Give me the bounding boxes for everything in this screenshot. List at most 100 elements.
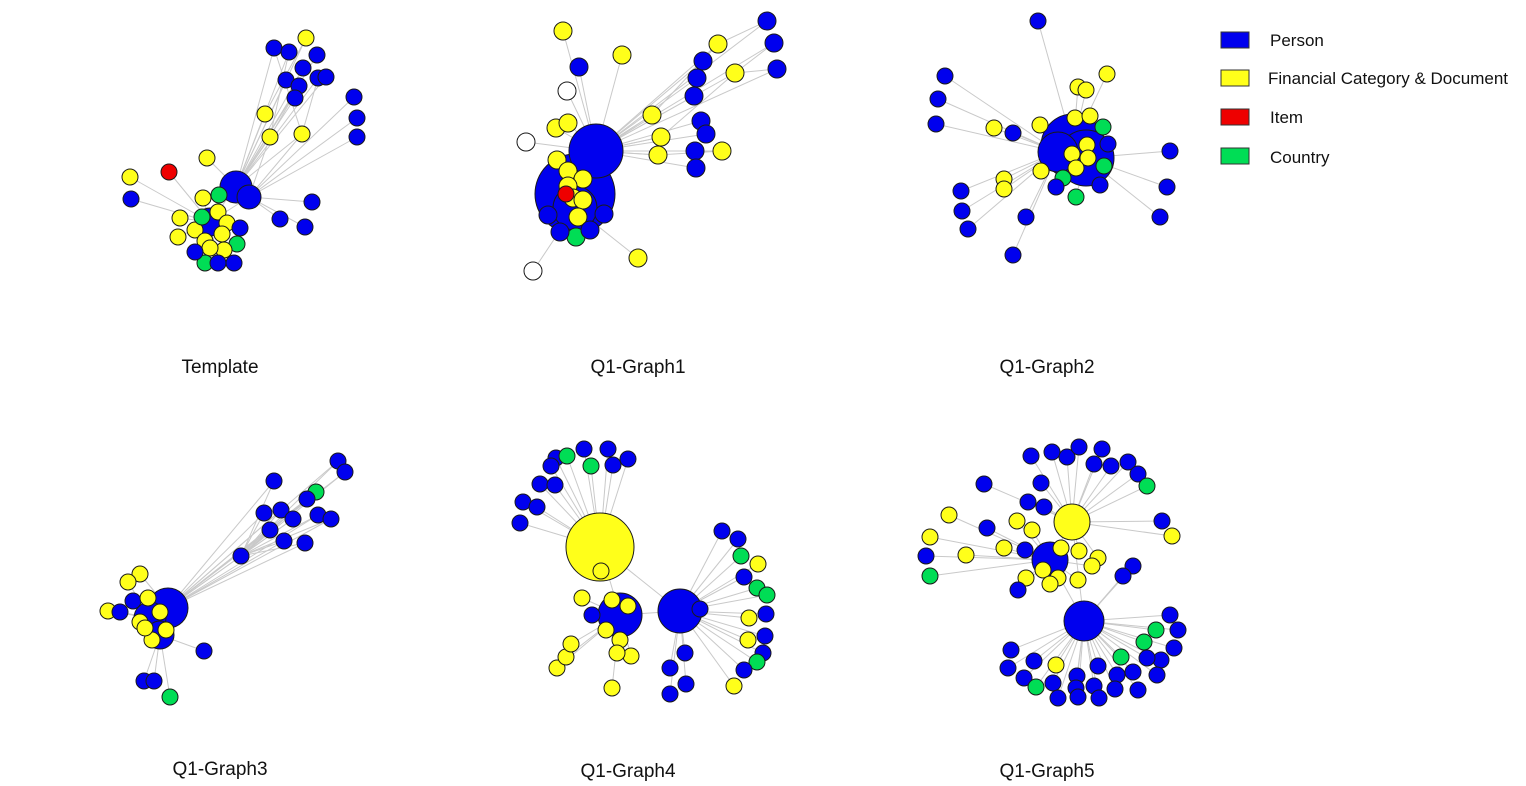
node-financial — [1098, 65, 1116, 83]
node-person — [294, 59, 312, 77]
graph-edge — [248, 117, 358, 198]
node-person — [195, 642, 213, 660]
graph-edge — [167, 480, 275, 609]
node-country — [210, 186, 228, 204]
legend-label-person: Person — [1270, 31, 1324, 50]
node-person — [322, 510, 340, 528]
node-financial — [1070, 542, 1088, 560]
node-person — [917, 547, 935, 565]
node-financial — [1023, 521, 1041, 539]
node-person — [1161, 142, 1179, 160]
node-financial — [1047, 656, 1065, 674]
node-unlabeled — [557, 81, 577, 101]
graph-q1-graph2-nodes — [927, 12, 1179, 264]
node-financial — [1079, 149, 1097, 167]
node-person — [1029, 12, 1047, 30]
node-financial — [708, 34, 728, 54]
node-person — [336, 463, 354, 481]
graph-edge — [248, 133, 303, 198]
node-person — [124, 592, 142, 610]
node-financial — [136, 619, 154, 637]
node-country — [582, 457, 600, 475]
node-person — [1043, 443, 1061, 461]
node-person — [1090, 689, 1108, 707]
node-financial — [1017, 569, 1035, 587]
node-person — [677, 675, 695, 693]
node-person — [255, 504, 273, 522]
legend-swatch-financial — [1220, 69, 1250, 87]
node-person — [317, 68, 335, 86]
graph-q1-graph4 — [511, 440, 776, 703]
node-country — [921, 567, 939, 585]
node-item — [557, 185, 575, 203]
node-person — [1108, 666, 1126, 684]
legend-swatch-item — [1220, 108, 1250, 126]
node-person — [1153, 512, 1171, 530]
graph-edge — [240, 509, 282, 557]
legend-swatch-country — [1220, 147, 1250, 165]
graph-edge — [240, 542, 306, 557]
node-person — [1069, 688, 1087, 706]
node-person — [122, 190, 140, 208]
node-country — [161, 688, 179, 706]
node-person — [550, 222, 570, 242]
node-person — [1089, 657, 1107, 675]
node-person — [209, 254, 227, 272]
node-financial — [608, 644, 626, 662]
node-financial — [119, 573, 137, 591]
node-person — [952, 182, 970, 200]
node-financial — [1008, 512, 1026, 530]
node-person — [1102, 457, 1120, 475]
node-person — [575, 440, 593, 458]
node-financial — [1163, 527, 1181, 545]
graph-edge — [301, 77, 319, 135]
node-financial — [194, 189, 212, 207]
node-person — [1032, 474, 1050, 492]
node-person — [583, 606, 601, 624]
node-person — [145, 672, 163, 690]
graph-q1-graph5 — [917, 438, 1187, 707]
node-financial — [648, 145, 668, 165]
graph-edge — [595, 20, 768, 152]
node-person — [1017, 208, 1035, 226]
node-person — [1161, 606, 1179, 624]
graph-edge — [269, 51, 290, 138]
graph-caption-q1-graph1: Q1-Graph1 — [590, 357, 685, 378]
graph-caption-template: Template — [181, 357, 258, 378]
node-person — [1091, 176, 1109, 194]
node-person — [1015, 669, 1033, 687]
node-person — [764, 33, 784, 53]
node-person — [1148, 666, 1166, 684]
node-person — [265, 472, 283, 490]
node-person — [271, 210, 289, 228]
node-person — [696, 124, 716, 144]
graph-q1-graph3 — [99, 452, 354, 706]
node-financial — [957, 546, 975, 564]
node-country — [748, 653, 766, 671]
node-financial — [1052, 539, 1070, 557]
node-person — [693, 51, 713, 71]
node-financial — [712, 141, 732, 161]
node-unlabeled — [516, 132, 536, 152]
node-person — [1169, 621, 1187, 639]
node-financial — [201, 239, 219, 257]
node-person — [186, 243, 204, 261]
node-person — [1114, 567, 1132, 585]
node-country — [1138, 477, 1156, 495]
node-person — [1138, 649, 1156, 667]
graph-template-nodes — [121, 29, 366, 272]
graph-edge — [929, 559, 1051, 577]
node-financial — [651, 127, 671, 147]
graph-caption-q1-graph5: Q1-Graph5 — [999, 761, 1094, 782]
node-person — [348, 109, 366, 127]
node-item — [160, 163, 178, 181]
node-person — [757, 605, 775, 623]
node-person — [225, 254, 243, 272]
node-country — [1112, 648, 1130, 666]
node-person — [676, 644, 694, 662]
node-financial — [597, 621, 615, 639]
node-financial — [1034, 561, 1052, 579]
node-person — [280, 43, 298, 61]
node-financial — [592, 562, 610, 580]
node-financial — [921, 528, 939, 546]
